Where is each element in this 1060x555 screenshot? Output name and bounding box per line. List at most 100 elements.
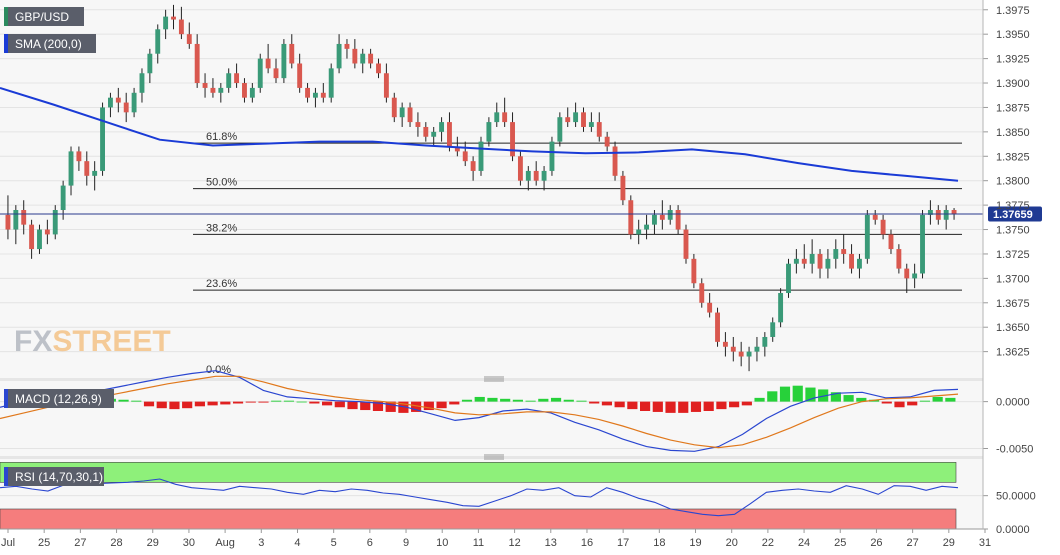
candle bbox=[415, 112, 421, 137]
macd-histogram-bar bbox=[932, 396, 943, 402]
candle-body bbox=[344, 43, 350, 49]
macd-histogram-bar bbox=[182, 401, 193, 409]
macd-histogram-bar bbox=[792, 385, 803, 402]
candle bbox=[510, 112, 515, 162]
candle-body bbox=[510, 122, 515, 157]
time-tick-label: 26 bbox=[870, 537, 882, 549]
macd-histogram-bar bbox=[360, 401, 371, 411]
candle bbox=[494, 102, 500, 127]
time-tick-label: Jul bbox=[1, 537, 15, 549]
macd-histogram-bar bbox=[385, 401, 396, 412]
candle bbox=[565, 107, 571, 127]
candle bbox=[541, 166, 547, 191]
candle-body bbox=[60, 185, 66, 210]
macd-histogram-bar bbox=[690, 401, 702, 412]
candle bbox=[249, 83, 255, 103]
macd-histogram-bar bbox=[601, 401, 613, 406]
candle bbox=[770, 317, 776, 342]
candle-body bbox=[13, 210, 19, 230]
fibonacci-label: 38.2% bbox=[206, 222, 237, 234]
candle bbox=[431, 126, 437, 147]
candle-body bbox=[581, 112, 586, 127]
watermark-prefix: FX bbox=[14, 325, 52, 358]
candle-body bbox=[92, 170, 98, 176]
candle bbox=[171, 4, 176, 30]
macd-histogram-bar bbox=[576, 400, 587, 402]
candle bbox=[533, 161, 539, 186]
candle-body bbox=[801, 258, 807, 264]
candle bbox=[549, 136, 555, 176]
candle bbox=[730, 336, 736, 362]
macd-histogram-bar bbox=[614, 401, 625, 408]
candle bbox=[60, 180, 66, 220]
rsi-resize-handle[interactable] bbox=[484, 454, 504, 460]
candle bbox=[470, 156, 476, 181]
candle-body bbox=[178, 19, 184, 35]
candle-body bbox=[320, 92, 326, 98]
sma-label: SMA (200,0) bbox=[15, 37, 82, 51]
time-tick-label: 3 bbox=[258, 537, 264, 549]
candle bbox=[864, 210, 870, 264]
candle-body bbox=[793, 258, 799, 264]
candle bbox=[588, 112, 594, 132]
time-tick-label: 19 bbox=[689, 537, 701, 549]
candle-body bbox=[391, 97, 397, 118]
time-tick-label: 25 bbox=[834, 537, 846, 549]
candle-body bbox=[368, 53, 374, 64]
macd-histogram-bar bbox=[716, 401, 727, 410]
candle bbox=[746, 346, 752, 372]
macd-axis: 0.0000 -0.0050 bbox=[983, 397, 1033, 456]
candle bbox=[194, 34, 200, 88]
candle bbox=[683, 224, 689, 264]
time-tick-label: 31 bbox=[979, 537, 991, 549]
candle-body bbox=[289, 43, 295, 64]
symbol-legend: GBP/USD bbox=[4, 7, 84, 26]
macd-histogram-bar bbox=[703, 401, 714, 411]
candle bbox=[423, 122, 429, 142]
candle-body bbox=[525, 170, 531, 181]
time-tick-label: 28 bbox=[110, 537, 122, 549]
macd-histogram-bar bbox=[296, 401, 307, 403]
macd-histogram-bar bbox=[461, 399, 473, 402]
candle-body bbox=[454, 146, 460, 152]
candle bbox=[178, 6, 184, 40]
candle bbox=[525, 166, 531, 191]
time-tick-label: 18 bbox=[653, 537, 665, 549]
macd-histogram-bar bbox=[258, 401, 269, 403]
price-tick-label: 1.3750 bbox=[996, 225, 1030, 237]
macd-resize-handle[interactable] bbox=[484, 376, 504, 382]
candle-body bbox=[644, 224, 650, 230]
watermark-suffix: STREET bbox=[52, 325, 170, 358]
time-tick-label: 29 bbox=[943, 537, 955, 549]
symbol-label: GBP/USD bbox=[15, 10, 69, 24]
fibonacci-label: 61.8% bbox=[206, 131, 237, 143]
candle bbox=[691, 253, 697, 289]
macd-histogram-bar bbox=[232, 401, 244, 404]
candle bbox=[100, 102, 105, 176]
candle bbox=[44, 219, 50, 245]
candle-body bbox=[107, 97, 113, 108]
candle bbox=[935, 205, 941, 225]
candle bbox=[715, 307, 720, 347]
candle-body bbox=[786, 263, 791, 294]
candle-body bbox=[171, 16, 176, 20]
candle bbox=[376, 58, 381, 79]
candle bbox=[478, 136, 484, 176]
candle bbox=[636, 219, 642, 245]
sma-200-line bbox=[0, 86, 959, 182]
candle bbox=[927, 200, 933, 225]
candle-body bbox=[920, 214, 925, 274]
candle-body bbox=[431, 131, 437, 137]
candle bbox=[186, 22, 192, 49]
candle-body bbox=[565, 117, 571, 123]
candle-body bbox=[155, 29, 161, 54]
macd-histogram-bar bbox=[143, 401, 155, 407]
watermark: FXSTREET bbox=[14, 325, 171, 358]
candle-body bbox=[636, 229, 642, 235]
macd-histogram-bar bbox=[550, 397, 562, 402]
rsi-oversold-zone bbox=[0, 508, 957, 530]
time-tick-label: 25 bbox=[38, 537, 50, 549]
fibonacci-label: 23.6% bbox=[206, 278, 237, 290]
candle bbox=[202, 73, 208, 98]
